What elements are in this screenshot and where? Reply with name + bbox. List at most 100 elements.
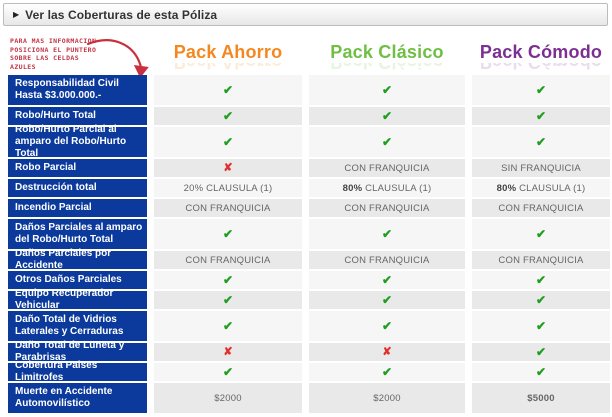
coverage-row-label[interactable]: Otros Daños Parciales bbox=[8, 271, 147, 289]
check-icon: ✔ bbox=[222, 319, 234, 333]
included-cell: ✔ bbox=[472, 343, 610, 361]
cell-value-text: CON FRANQUICIA bbox=[185, 202, 271, 214]
check-icon: ✔ bbox=[535, 345, 547, 359]
table-row: Daño Total de Vidrios Laterales y Cerrad… bbox=[8, 311, 610, 341]
pack-title-clasico: Pack Clásico bbox=[330, 42, 444, 62]
included-cell: ✔ bbox=[154, 271, 302, 289]
section-title: Ver las Coberturas de esta Póliza bbox=[25, 7, 218, 22]
included-cell: ✔ bbox=[309, 271, 465, 289]
value-cell: CON FRANQUICIA bbox=[154, 251, 302, 269]
cell-value-text: 80% CLAUSULA (1) bbox=[496, 182, 586, 194]
pack-title-comodo: Pack Cómodo bbox=[479, 42, 603, 62]
coverage-row-label[interactable]: Robo/Hurto Parcial al amparo del Robo/Hu… bbox=[8, 124, 147, 159]
check-icon: ✔ bbox=[222, 293, 234, 307]
check-icon: ✔ bbox=[222, 365, 234, 379]
cell-value-text: CON FRANQUICIA bbox=[498, 254, 584, 266]
included-cell: ✔ bbox=[472, 127, 610, 157]
cell-value-text: $2000 bbox=[373, 392, 401, 404]
included-cell: ✔ bbox=[309, 107, 465, 125]
coverages-section-toggle[interactable]: ▶ Ver las Coberturas de esta Póliza bbox=[3, 3, 608, 26]
value-cell: $2000 bbox=[154, 383, 302, 413]
cell-value-text: CON FRANQUICIA bbox=[498, 202, 584, 214]
table-row: Destrucción total 20% CLAUSULA (1) 80% CLA… bbox=[8, 179, 610, 197]
included-cell: ✔ bbox=[154, 311, 302, 341]
table-row: Otros Daños Parciales ✔ ✔ ✔ bbox=[8, 271, 610, 289]
coverage-row-label[interactable]: Robo/Hurto Total bbox=[8, 107, 147, 125]
cross-icon: ✘ bbox=[223, 345, 233, 358]
table-row: Robo/Hurto Parcial al amparo del Robo/Hu… bbox=[8, 124, 610, 159]
table-row: Cobertura Paises Limitrofes ✔ ✔ ✔ bbox=[8, 360, 610, 383]
excluded-cell: ✘ bbox=[154, 159, 302, 177]
coverage-table: Responsabilidad Civil Hasta $3.000.000.-… bbox=[8, 75, 610, 415]
included-cell: ✔ bbox=[309, 311, 465, 341]
included-cell: ✔ bbox=[154, 107, 302, 125]
value-cell: 80% CLAUSULA (1) bbox=[309, 179, 465, 197]
value-cell: CON FRANQUICIA bbox=[309, 159, 465, 177]
value-cell: SIN FRANQUICIA bbox=[472, 159, 610, 177]
check-icon: ✔ bbox=[535, 365, 547, 379]
cell-value-text: 80% CLAUSULA (1) bbox=[342, 182, 432, 194]
included-cell: ✔ bbox=[154, 219, 302, 249]
check-icon: ✔ bbox=[222, 227, 234, 241]
check-icon: ✔ bbox=[535, 319, 547, 333]
value-cell: CON FRANQUICIA bbox=[309, 199, 465, 217]
coverage-row-label[interactable]: Incendio Parcial bbox=[8, 199, 147, 217]
cell-value-text: CON FRANQUICIA bbox=[185, 254, 271, 266]
coverage-row-label[interactable]: Destrucción total bbox=[8, 179, 147, 197]
coverage-row-label[interactable]: Daños Parciales al amparo del Robo/Hurto… bbox=[8, 219, 147, 249]
coverage-row-label[interactable]: Daños Parciales por Accidente bbox=[8, 248, 147, 271]
included-cell: ✔ bbox=[472, 271, 610, 289]
check-icon: ✔ bbox=[222, 135, 234, 149]
value-cell: $5000 bbox=[472, 383, 610, 413]
included-cell: ✔ bbox=[472, 291, 610, 309]
coverage-row-label[interactable]: Muerte en Accidente Automovilístico bbox=[8, 383, 147, 413]
value-cell: CON FRANQUICIA bbox=[472, 251, 610, 269]
included-cell: ✔ bbox=[309, 363, 465, 381]
included-cell: ✔ bbox=[309, 127, 465, 157]
table-row: Robo Parcial ✘ CON FRANQUICIA SIN FRANQUICI… bbox=[8, 159, 610, 177]
note-line: POSICIONA EL PUNTERO bbox=[10, 45, 97, 54]
included-cell: ✔ bbox=[472, 75, 610, 105]
check-icon: ✔ bbox=[222, 109, 234, 123]
included-cell: ✔ bbox=[309, 75, 465, 105]
table-row: Daños Parciales por Accidente CON FRANQUI… bbox=[8, 248, 610, 271]
check-icon: ✔ bbox=[381, 365, 393, 379]
included-cell: ✔ bbox=[154, 291, 302, 309]
included-cell: ✔ bbox=[154, 75, 302, 105]
note-line: AZULES bbox=[10, 62, 36, 71]
included-cell: ✔ bbox=[154, 363, 302, 381]
value-cell: CON FRANQUICIA bbox=[154, 199, 302, 217]
check-icon: ✔ bbox=[381, 319, 393, 333]
included-cell: ✔ bbox=[472, 311, 610, 341]
check-icon: ✔ bbox=[535, 227, 547, 241]
check-icon: ✔ bbox=[381, 109, 393, 123]
cross-icon: ✘ bbox=[223, 161, 233, 174]
coverage-row-label[interactable]: Daño Total de Vidrios Laterales y Cerrad… bbox=[8, 311, 147, 341]
value-cell: 80% CLAUSULA (1) bbox=[472, 179, 610, 197]
table-row: Robo/Hurto Total ✔ ✔ ✔ bbox=[8, 107, 610, 125]
included-cell: ✔ bbox=[154, 127, 302, 157]
expand-arrow-icon: ▶ bbox=[13, 9, 20, 19]
coverage-row-label[interactable]: Equipo Recuperador Vehicular bbox=[8, 288, 147, 311]
value-cell: CON FRANQUICIA bbox=[472, 199, 610, 217]
hover-hint-note: PARA MAS INFORMACION POSICIONA EL PUNTER… bbox=[10, 37, 96, 71]
note-line: SOBRE LAS CELDAS bbox=[10, 54, 80, 62]
note-line: PARA MAS INFORMACION bbox=[10, 37, 97, 45]
check-icon: ✔ bbox=[535, 135, 547, 149]
table-row: Responsabilidad Civil Hasta $3.000.000.-… bbox=[8, 75, 610, 105]
check-icon: ✔ bbox=[535, 293, 547, 307]
check-icon: ✔ bbox=[381, 273, 393, 287]
cell-value-text: $5000 bbox=[527, 392, 555, 404]
included-cell: ✔ bbox=[309, 291, 465, 309]
check-icon: ✔ bbox=[535, 109, 547, 123]
coverage-row-label[interactable]: Robo Parcial bbox=[8, 159, 147, 177]
pack-title-clasico-reflection: Pack Clásico bbox=[309, 63, 465, 72]
coverage-row-label[interactable]: Daño Total de Luneta y Parabrisas bbox=[8, 340, 147, 363]
included-cell: ✔ bbox=[309, 219, 465, 249]
pack-headers: Pack Ahorro Pack Ahorro Pack Clásico Pac… bbox=[8, 42, 610, 72]
cell-value-text: $2000 bbox=[214, 392, 242, 404]
curved-arrow-icon bbox=[86, 39, 149, 78]
coverage-row-label[interactable]: Cobertura Paises Limitrofes bbox=[8, 360, 147, 383]
coverage-row-label[interactable]: Responsabilidad Civil Hasta $3.000.000.- bbox=[8, 75, 147, 105]
check-icon: ✔ bbox=[535, 273, 547, 287]
